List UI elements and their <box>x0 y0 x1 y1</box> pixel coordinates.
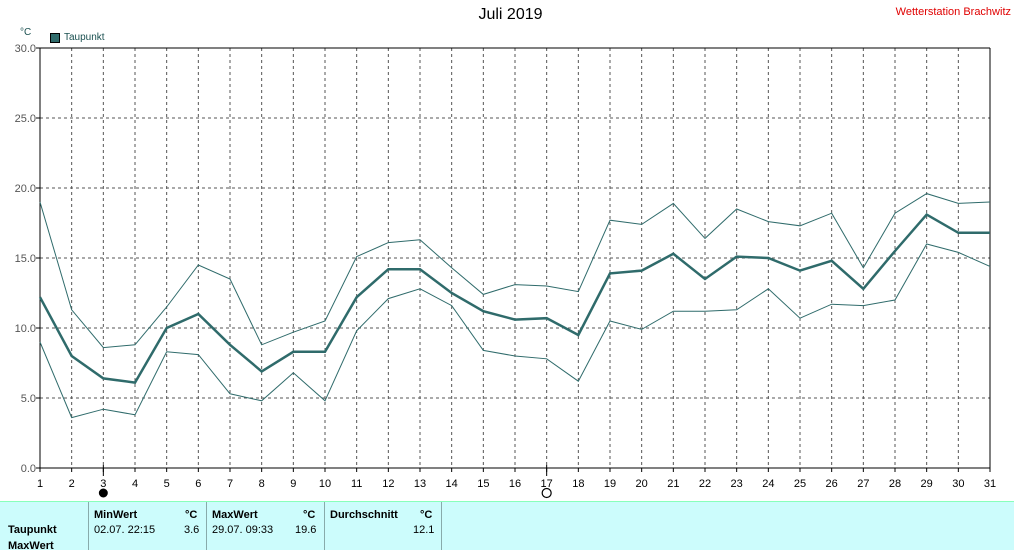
x-tick-label: 21 <box>667 478 679 490</box>
x-tick-label: 4 <box>132 478 138 490</box>
stats-divider <box>441 502 442 550</box>
x-tick-label: 20 <box>636 478 648 490</box>
legend-label: Taupunkt <box>64 32 105 43</box>
x-tick-label: 30 <box>952 478 964 490</box>
stats-divider <box>88 502 89 550</box>
y-tick-label: 0.0 <box>21 463 36 475</box>
series-line-min <box>39 243 991 419</box>
max-date: 29.07. 09:33 <box>212 524 274 536</box>
avg-header: Durchschnitt <box>330 509 398 521</box>
x-tick-label: 1 <box>37 478 43 490</box>
max-unit: °C <box>303 509 316 521</box>
avg-unit: °C <box>420 509 433 521</box>
x-tick-label: 26 <box>826 478 838 490</box>
x-tick-label: 2 <box>69 478 75 490</box>
stats-row-label-2: MaxWert <box>8 540 54 552</box>
min-date: 02.07. 22:15 <box>94 524 156 536</box>
y-axis-unit: °C <box>20 27 32 38</box>
x-tick-label: 17 <box>541 478 553 490</box>
stats-divider <box>324 502 325 550</box>
series-line-max <box>39 193 991 349</box>
x-tick-label: 5 <box>164 478 170 490</box>
y-tick-label: 25.0 <box>15 113 36 125</box>
legend-swatch <box>50 32 60 43</box>
x-tick-label: 23 <box>731 478 743 490</box>
x-tick-label: 15 <box>477 478 489 490</box>
y-tick-label: 15.0 <box>15 253 36 265</box>
x-tick-label: 22 <box>699 478 711 490</box>
x-tick-label: 24 <box>762 478 774 490</box>
x-tick-label: 7 <box>227 478 233 490</box>
min-marker <box>98 488 108 498</box>
series-line-taupunkt <box>38 213 990 384</box>
x-tick-label: 29 <box>921 478 933 490</box>
x-tick-label: 25 <box>794 478 806 490</box>
x-tick-label: 27 <box>857 478 869 490</box>
x-tick-label: 11 <box>351 478 362 490</box>
stats-divider <box>206 502 207 550</box>
x-tick-label: 14 <box>446 478 458 490</box>
x-tick-label: 28 <box>889 478 901 490</box>
max-header: MaxWert <box>212 509 258 521</box>
y-tick-label: 5.0 <box>21 393 36 405</box>
x-tick-label: 10 <box>319 478 331 490</box>
x-tick-label: 6 <box>195 478 201 490</box>
max-marker <box>541 487 552 499</box>
chart-title: Juli 2019 <box>478 6 543 23</box>
legend: Taupunkt <box>50 32 105 43</box>
x-tick-label: 12 <box>382 478 394 490</box>
x-tick-label: 3 <box>100 478 106 490</box>
x-tick-label: 18 <box>572 478 584 490</box>
x-tick-label: 9 <box>290 478 296 490</box>
avg-value: 12.1 <box>413 524 435 536</box>
y-tick-label: 20.0 <box>15 183 36 195</box>
x-tick-label: 31 <box>984 478 996 490</box>
stats-row-label: Taupunkt <box>8 524 57 536</box>
min-header: MinWert <box>94 509 138 521</box>
min-value: 3.6 <box>184 524 200 536</box>
y-tick-label: 30.0 <box>15 43 36 55</box>
x-tick-label: 13 <box>414 478 426 490</box>
chart: 0.05.010.015.020.025.030.01 2 3 4 5 6 7 8 9 10 11 1… <box>15 43 996 499</box>
x-tick-label: 19 <box>604 478 616 490</box>
x-tick-label: 16 <box>509 478 521 490</box>
stats-panel: Taupunkt MaxWert MinWert °C 02.07. 22:15… <box>0 501 1014 552</box>
max-value: 19.6 <box>295 524 317 536</box>
y-tick-label: 10.0 <box>15 323 36 335</box>
station-name: Wetterstation Brachwitz <box>895 6 1011 18</box>
min-unit: °C <box>185 509 198 521</box>
x-tick-label: 8 <box>259 478 265 490</box>
